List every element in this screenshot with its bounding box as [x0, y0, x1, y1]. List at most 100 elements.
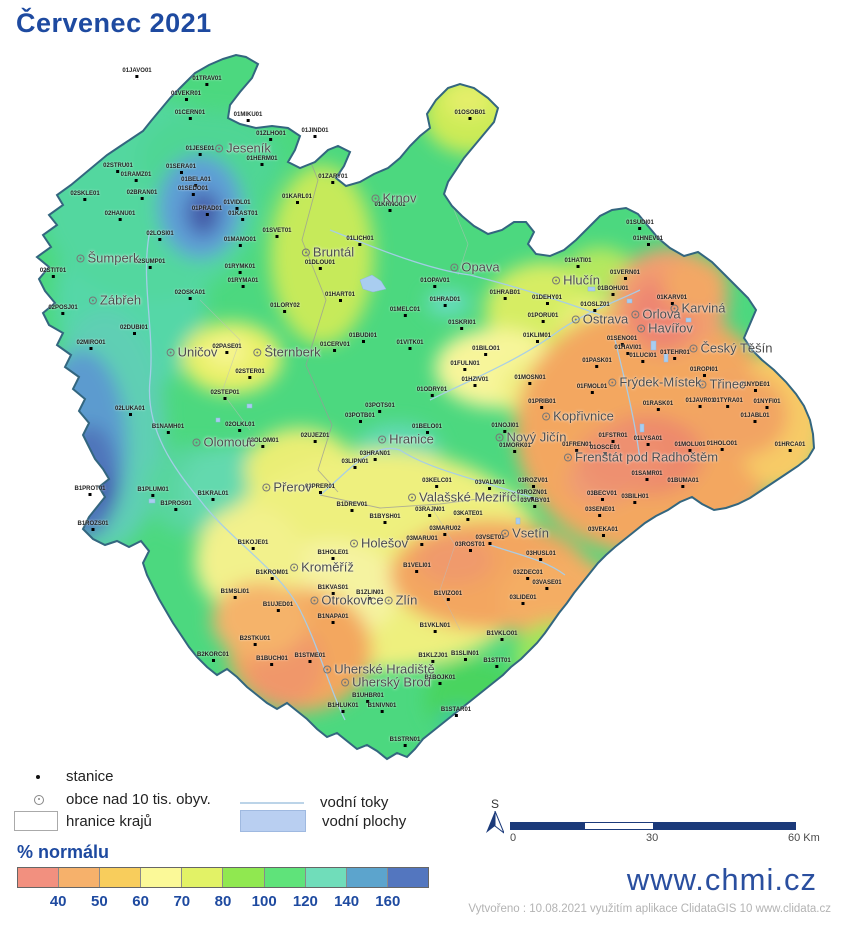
- legend-station-label: stanice: [66, 768, 114, 785]
- city-label: Šternberk: [253, 345, 321, 360]
- town-circle-icon: [88, 296, 97, 304]
- city-name: Uničov: [177, 344, 218, 360]
- town-circle-icon: [552, 276, 561, 284]
- city-label: Třinec: [698, 376, 746, 392]
- city-name: Kroměříž: [301, 559, 354, 575]
- city-name: Olomouc: [203, 434, 256, 450]
- river-line-icon: [240, 801, 304, 804]
- scale-bar: [510, 822, 796, 830]
- town-circle-icon: [608, 378, 617, 386]
- city-name: Karviná: [681, 300, 726, 316]
- city-label: Kopřivnice: [542, 409, 614, 424]
- city-label: Zábřeh: [88, 292, 142, 308]
- colorbar-swatch: [100, 868, 142, 887]
- city-label: Přerov: [262, 479, 312, 495]
- colorbar-tick-label: 120: [292, 893, 318, 910]
- town-circle-icon: [571, 315, 580, 323]
- city-name: Přerov: [273, 479, 312, 495]
- city-label: Frýdek-Místek: [608, 375, 702, 390]
- city-name: Frenštát pod Radhoštěm: [574, 449, 719, 465]
- city-name: Opava: [461, 259, 500, 275]
- town-circle-icon: [495, 433, 504, 441]
- city-name: Kopřivnice: [553, 408, 614, 424]
- scale-bar-ticks: 0 30 60 Km: [510, 832, 820, 846]
- colorbar-title: % normálu: [17, 842, 110, 862]
- town-circle-icon: [310, 596, 319, 604]
- town-circle-icon: [166, 348, 175, 356]
- city-label: Nový Jičín: [495, 430, 566, 445]
- water-swatch: [240, 810, 306, 832]
- city-name: Třinec: [709, 376, 746, 392]
- city-label: Hranice: [378, 432, 434, 447]
- scale-tick-0: 0: [510, 832, 517, 844]
- town-circle-icon: [262, 483, 271, 491]
- town-circle-icon: [689, 344, 698, 352]
- city-label: Otrokovice: [310, 592, 384, 608]
- city-label: Havířov: [637, 321, 693, 336]
- town-circle-icon: [637, 324, 646, 332]
- attribution-text: Vytvořeno : 10.08.2021 využitím aplikace…: [468, 903, 831, 915]
- town-circle-icon: [323, 665, 332, 673]
- chmi-website-link[interactable]: www.chmi.cz: [626, 862, 817, 897]
- city-name: Hlučín: [563, 272, 600, 288]
- rivers: [145, 229, 641, 721]
- city-name: Jeseník: [226, 140, 271, 156]
- city-label: Šumperk: [76, 250, 140, 266]
- city-name: Šumperk: [87, 250, 140, 266]
- town-circle-icon: [563, 453, 572, 461]
- city-label: Holešov: [350, 536, 408, 551]
- town-circle-icon: [192, 438, 201, 446]
- colorbar-swatch: [59, 868, 101, 887]
- town-circle-icon: [253, 348, 262, 356]
- colorbar-tick-label: 40: [49, 893, 67, 910]
- city-label: Uherský Brod: [341, 675, 431, 690]
- town-circle-icon: [301, 248, 310, 256]
- city-name: Orlová: [642, 306, 681, 322]
- town-circle-icon: [378, 435, 387, 443]
- city-name: Zlín: [395, 592, 418, 608]
- town-circle-icon: [384, 596, 393, 604]
- colorbar-swatch: [387, 868, 428, 887]
- city-name: Hranice: [389, 431, 434, 447]
- city-name: Krnov: [382, 190, 417, 206]
- colorbar-swatch: [18, 868, 60, 887]
- water-bodies: [148, 274, 692, 525]
- city-label: Uherské Hradiště: [323, 662, 435, 677]
- city-name: Havířov: [648, 320, 693, 336]
- legend-region-border-row: hranice krajů: [14, 811, 152, 831]
- town-circle-icon: [350, 539, 359, 547]
- legend-town-row: obce nad 10 tis. obyv.: [34, 791, 211, 808]
- city-label: Kroměříž: [290, 560, 354, 575]
- town-circle-icon: [408, 493, 417, 501]
- town-circle-icon: [450, 263, 459, 271]
- station-dot-icon: [36, 774, 40, 779]
- region-outline: [35, 53, 816, 761]
- region-borders: [299, 135, 546, 509]
- city-label: Opava: [450, 259, 500, 275]
- page-title: Červenec 2021: [16, 8, 212, 38]
- city-label: Orlová: [631, 306, 681, 322]
- city-name: Vsetín: [512, 525, 549, 541]
- colorbar-tick-label: 160: [375, 893, 401, 910]
- town-circle-icon: [542, 412, 551, 420]
- north-arrow-icon: [486, 810, 506, 835]
- map-legend: stanice obce nad 10 tis. obyv. hranice k…: [0, 758, 460, 840]
- colorbar-swatch: [182, 868, 224, 887]
- precipitation-map: [35, 53, 816, 761]
- colorbar-tick-label: 100: [251, 893, 277, 910]
- colorbar-tick-label: 60: [132, 893, 149, 910]
- city-name: Zábřeh: [99, 292, 142, 308]
- colorbar-swatch: [223, 868, 265, 887]
- town-circle-icon: [670, 304, 679, 312]
- town-circle-icon: [371, 194, 380, 202]
- colorbar: [17, 867, 429, 888]
- legend-rivers-label: vodní toky: [320, 794, 389, 811]
- town-circle-icon: [34, 794, 44, 805]
- town-circle-icon: [501, 529, 510, 537]
- cities-layer: Jeseník Šumperk Zábřeh Uničov Šternberk Brunt…: [76, 140, 773, 690]
- town-circle-icon: [631, 310, 640, 318]
- north-arrow: S: [483, 797, 507, 838]
- city-name: Otrokovice: [321, 592, 384, 608]
- colorbar-tick-label: 80: [214, 893, 232, 910]
